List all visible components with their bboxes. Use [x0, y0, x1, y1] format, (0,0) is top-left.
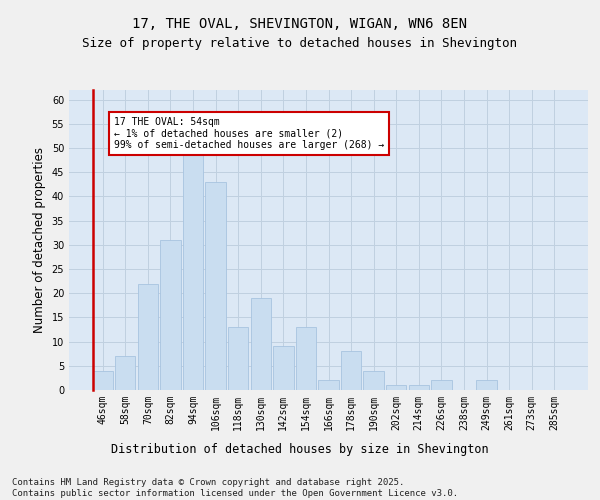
Bar: [431, 380, 452, 390]
Bar: [251, 298, 271, 390]
Bar: [205, 182, 226, 390]
Bar: [115, 356, 136, 390]
Y-axis label: Number of detached properties: Number of detached properties: [33, 147, 46, 333]
Bar: [386, 385, 406, 390]
Bar: [160, 240, 181, 390]
Bar: [183, 148, 203, 390]
Bar: [273, 346, 293, 390]
Bar: [296, 327, 316, 390]
Bar: [341, 352, 361, 390]
Bar: [319, 380, 338, 390]
Bar: [138, 284, 158, 390]
Text: Contains HM Land Registry data © Crown copyright and database right 2025.
Contai: Contains HM Land Registry data © Crown c…: [12, 478, 458, 498]
Text: Size of property relative to detached houses in Shevington: Size of property relative to detached ho…: [83, 38, 517, 51]
Text: 17 THE OVAL: 54sqm
← 1% of detached houses are smaller (2)
99% of semi-detached : 17 THE OVAL: 54sqm ← 1% of detached hous…: [114, 116, 384, 150]
Text: 17, THE OVAL, SHEVINGTON, WIGAN, WN6 8EN: 17, THE OVAL, SHEVINGTON, WIGAN, WN6 8EN: [133, 18, 467, 32]
Bar: [92, 370, 113, 390]
Bar: [409, 385, 429, 390]
Bar: [476, 380, 497, 390]
Text: Distribution of detached houses by size in Shevington: Distribution of detached houses by size …: [111, 442, 489, 456]
Bar: [364, 370, 384, 390]
Bar: [228, 327, 248, 390]
